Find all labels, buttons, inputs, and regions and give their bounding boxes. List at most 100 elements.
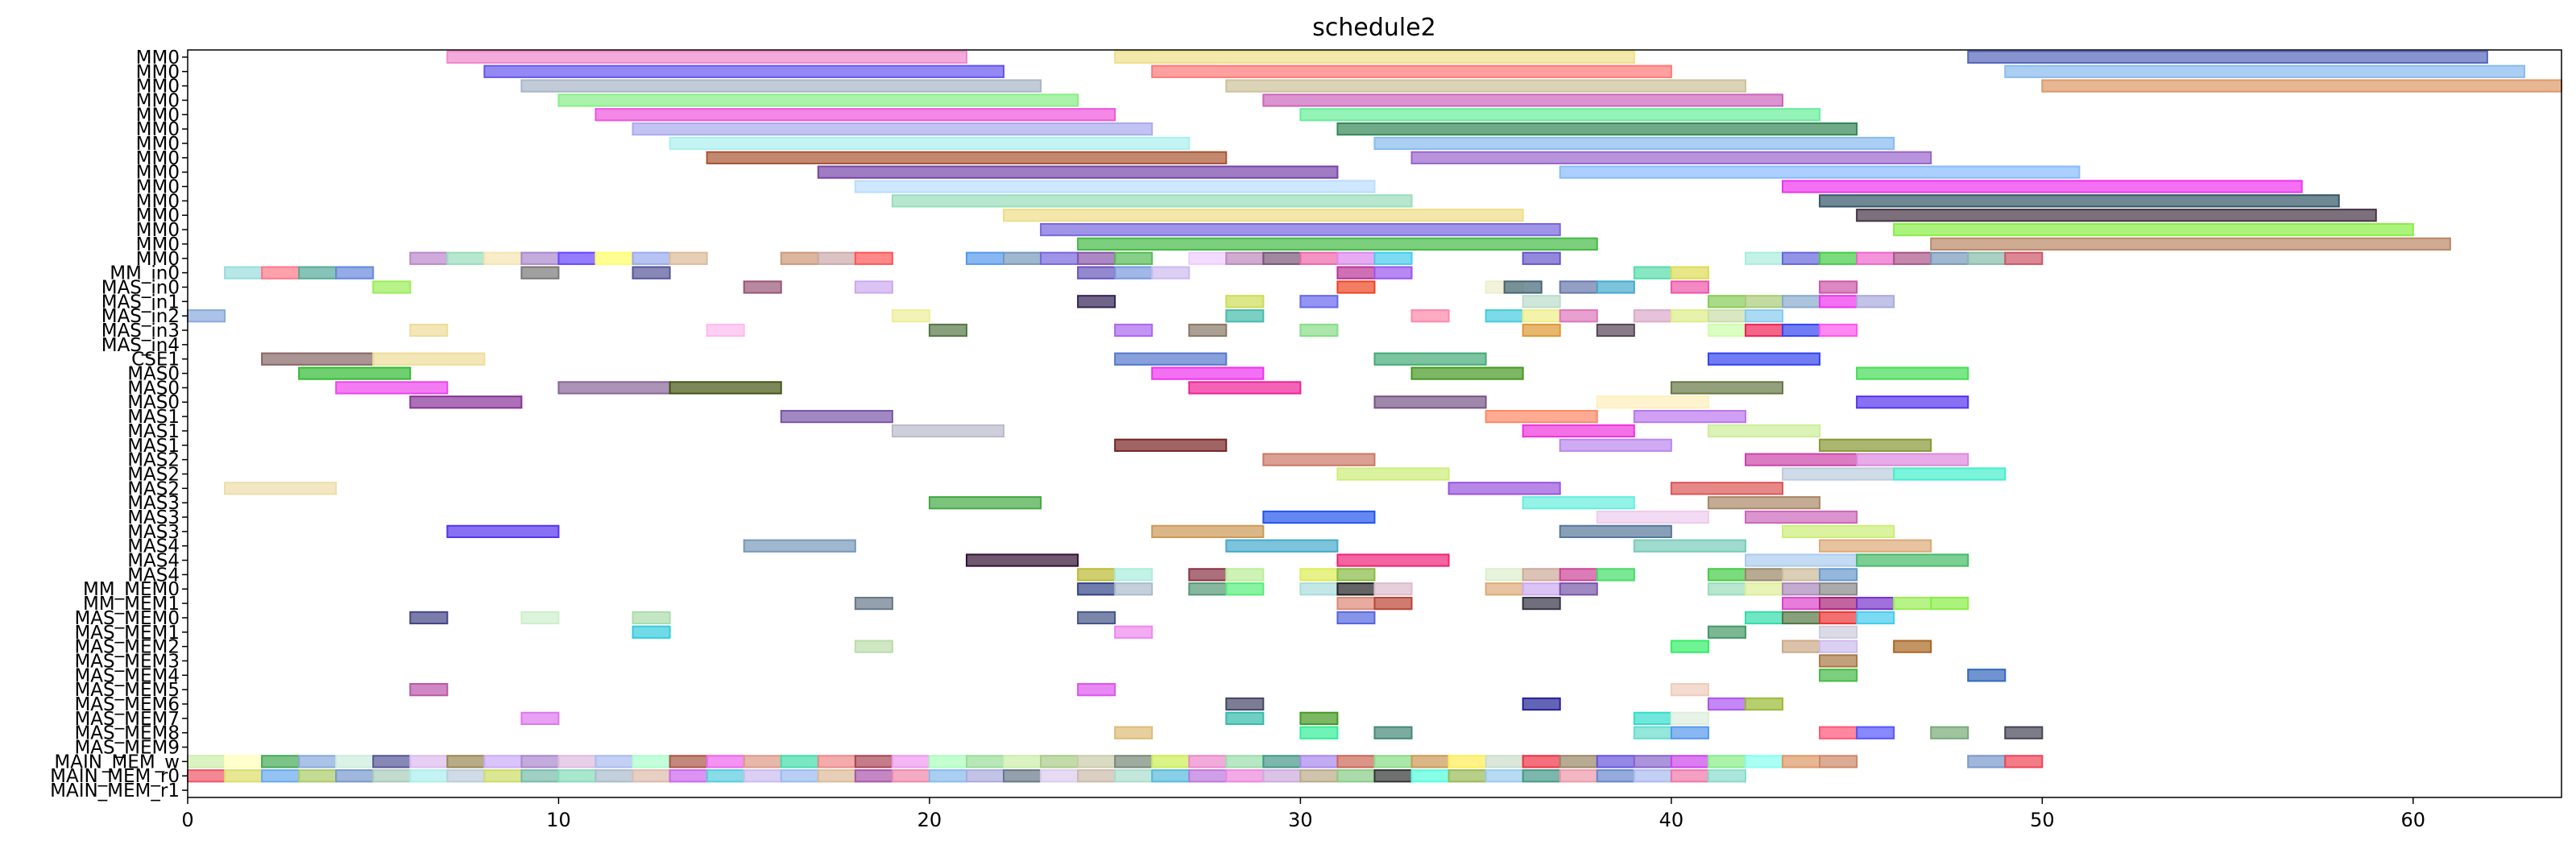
task-bar [1262, 769, 1302, 783]
plot-frame [187, 49, 2562, 798]
task-bar [780, 769, 819, 783]
task-bar [1410, 769, 1450, 783]
task-bar [1967, 251, 2007, 265]
task-bar [1188, 582, 1228, 596]
task-bar [1522, 496, 1635, 510]
task-bar [1188, 381, 1302, 395]
y-tick-label: MM0 [136, 134, 180, 155]
task-bar [1930, 596, 1969, 611]
y-tick-label: MAIN_MEM_r0 [50, 766, 180, 787]
y-tick-label: MAS_MEM9 [74, 738, 180, 759]
task-bar [1225, 769, 1265, 783]
task-bar [1336, 582, 1376, 596]
y-tick-label: MAS1 [127, 436, 180, 457]
task-bar [1782, 568, 1821, 582]
task-bar [1299, 323, 1339, 338]
task-bar [1188, 769, 1228, 783]
x-tick-label: 0 [181, 809, 193, 831]
task-bar [1819, 625, 1858, 639]
task-bar [1707, 309, 1746, 323]
x-tick-label: 10 [546, 809, 571, 831]
task-bar [928, 323, 967, 338]
task-bar [743, 769, 782, 783]
task-bar [1485, 755, 1524, 768]
y-tick-label: MAS2 [127, 478, 180, 499]
y-tick-label: MAS_in0 [101, 277, 180, 298]
task-bar [1522, 755, 1561, 768]
task-bar [1485, 769, 1524, 783]
task-bar [1410, 755, 1450, 768]
task-bar [965, 553, 1079, 567]
y-tick-label: MM0 [136, 163, 180, 184]
task-bar [520, 611, 560, 625]
task-bar [1485, 568, 1524, 582]
task-bar [1670, 769, 1709, 783]
y-tick-label: CSE1 [131, 350, 180, 371]
task-bar [1596, 396, 1709, 409]
y-tick-label: MAS_MEM0 [74, 608, 180, 629]
task-bar [1522, 424, 1635, 438]
task-bar [224, 482, 338, 495]
y-tick-label: MM0 [136, 119, 180, 140]
task-bar [1114, 50, 1635, 64]
task-bar [1225, 295, 1265, 309]
task-bar [1633, 726, 1672, 739]
task-bar [1373, 582, 1413, 596]
task-bar [1744, 323, 1784, 338]
task-bar [1707, 323, 1746, 338]
task-bar [1633, 409, 1746, 424]
task-bar [1559, 280, 1598, 294]
task-bar [1744, 582, 1784, 596]
y-tick-label: MAS_MEM2 [74, 637, 180, 658]
task-bar [1819, 654, 1858, 668]
task-bar [706, 769, 745, 783]
x-tick-label: 30 [1288, 809, 1313, 831]
task-bar [1856, 209, 2377, 222]
task-bar [1856, 251, 1895, 265]
task-bar [1225, 697, 1265, 711]
task-bar [409, 323, 449, 338]
task-bar [1225, 755, 1265, 768]
task-bar [1782, 323, 1821, 338]
task-bar [224, 755, 263, 768]
y-tick-label: MAIN_MEM_w [54, 752, 180, 772]
task-bar [669, 769, 708, 783]
task-bar [1299, 295, 1339, 309]
y-tick-label: MAS4 [127, 551, 180, 572]
task-bar [632, 611, 671, 625]
task-bar [1893, 596, 1932, 611]
task-bar [1744, 611, 1784, 625]
task-bar [965, 755, 1005, 768]
task-bar [1225, 539, 1339, 553]
task-bar [1633, 769, 1672, 783]
y-tick-label: MM0 [136, 234, 180, 255]
task-bar [372, 755, 412, 768]
task-bar [1782, 640, 1821, 653]
task-bar [520, 755, 560, 768]
task-bar [1522, 568, 1561, 582]
task-bar [1707, 295, 1746, 309]
x-tick-label: 50 [2030, 809, 2055, 831]
y-tick-label: MAS_in4 [101, 335, 180, 356]
task-bar [1559, 568, 1598, 582]
task-bar [1522, 295, 1561, 309]
task-bar [298, 769, 338, 783]
task-bar [743, 755, 782, 768]
task-bar [372, 352, 486, 366]
task-bar [1819, 611, 1858, 625]
task-bar [669, 381, 782, 395]
task-bar [1707, 496, 1821, 510]
task-bar [1819, 596, 1858, 611]
task-bar [557, 755, 597, 768]
task-bar [669, 136, 1191, 151]
task-bar [1299, 251, 1339, 265]
task-bar [1262, 93, 1784, 107]
task-bar [965, 769, 1005, 783]
y-tick-label: MM0 [136, 48, 180, 68]
task-bar [1707, 755, 1746, 768]
task-bar [1782, 582, 1821, 596]
task-bar [335, 266, 375, 280]
task-bar [1856, 453, 1969, 466]
task-bar [1373, 769, 1413, 783]
